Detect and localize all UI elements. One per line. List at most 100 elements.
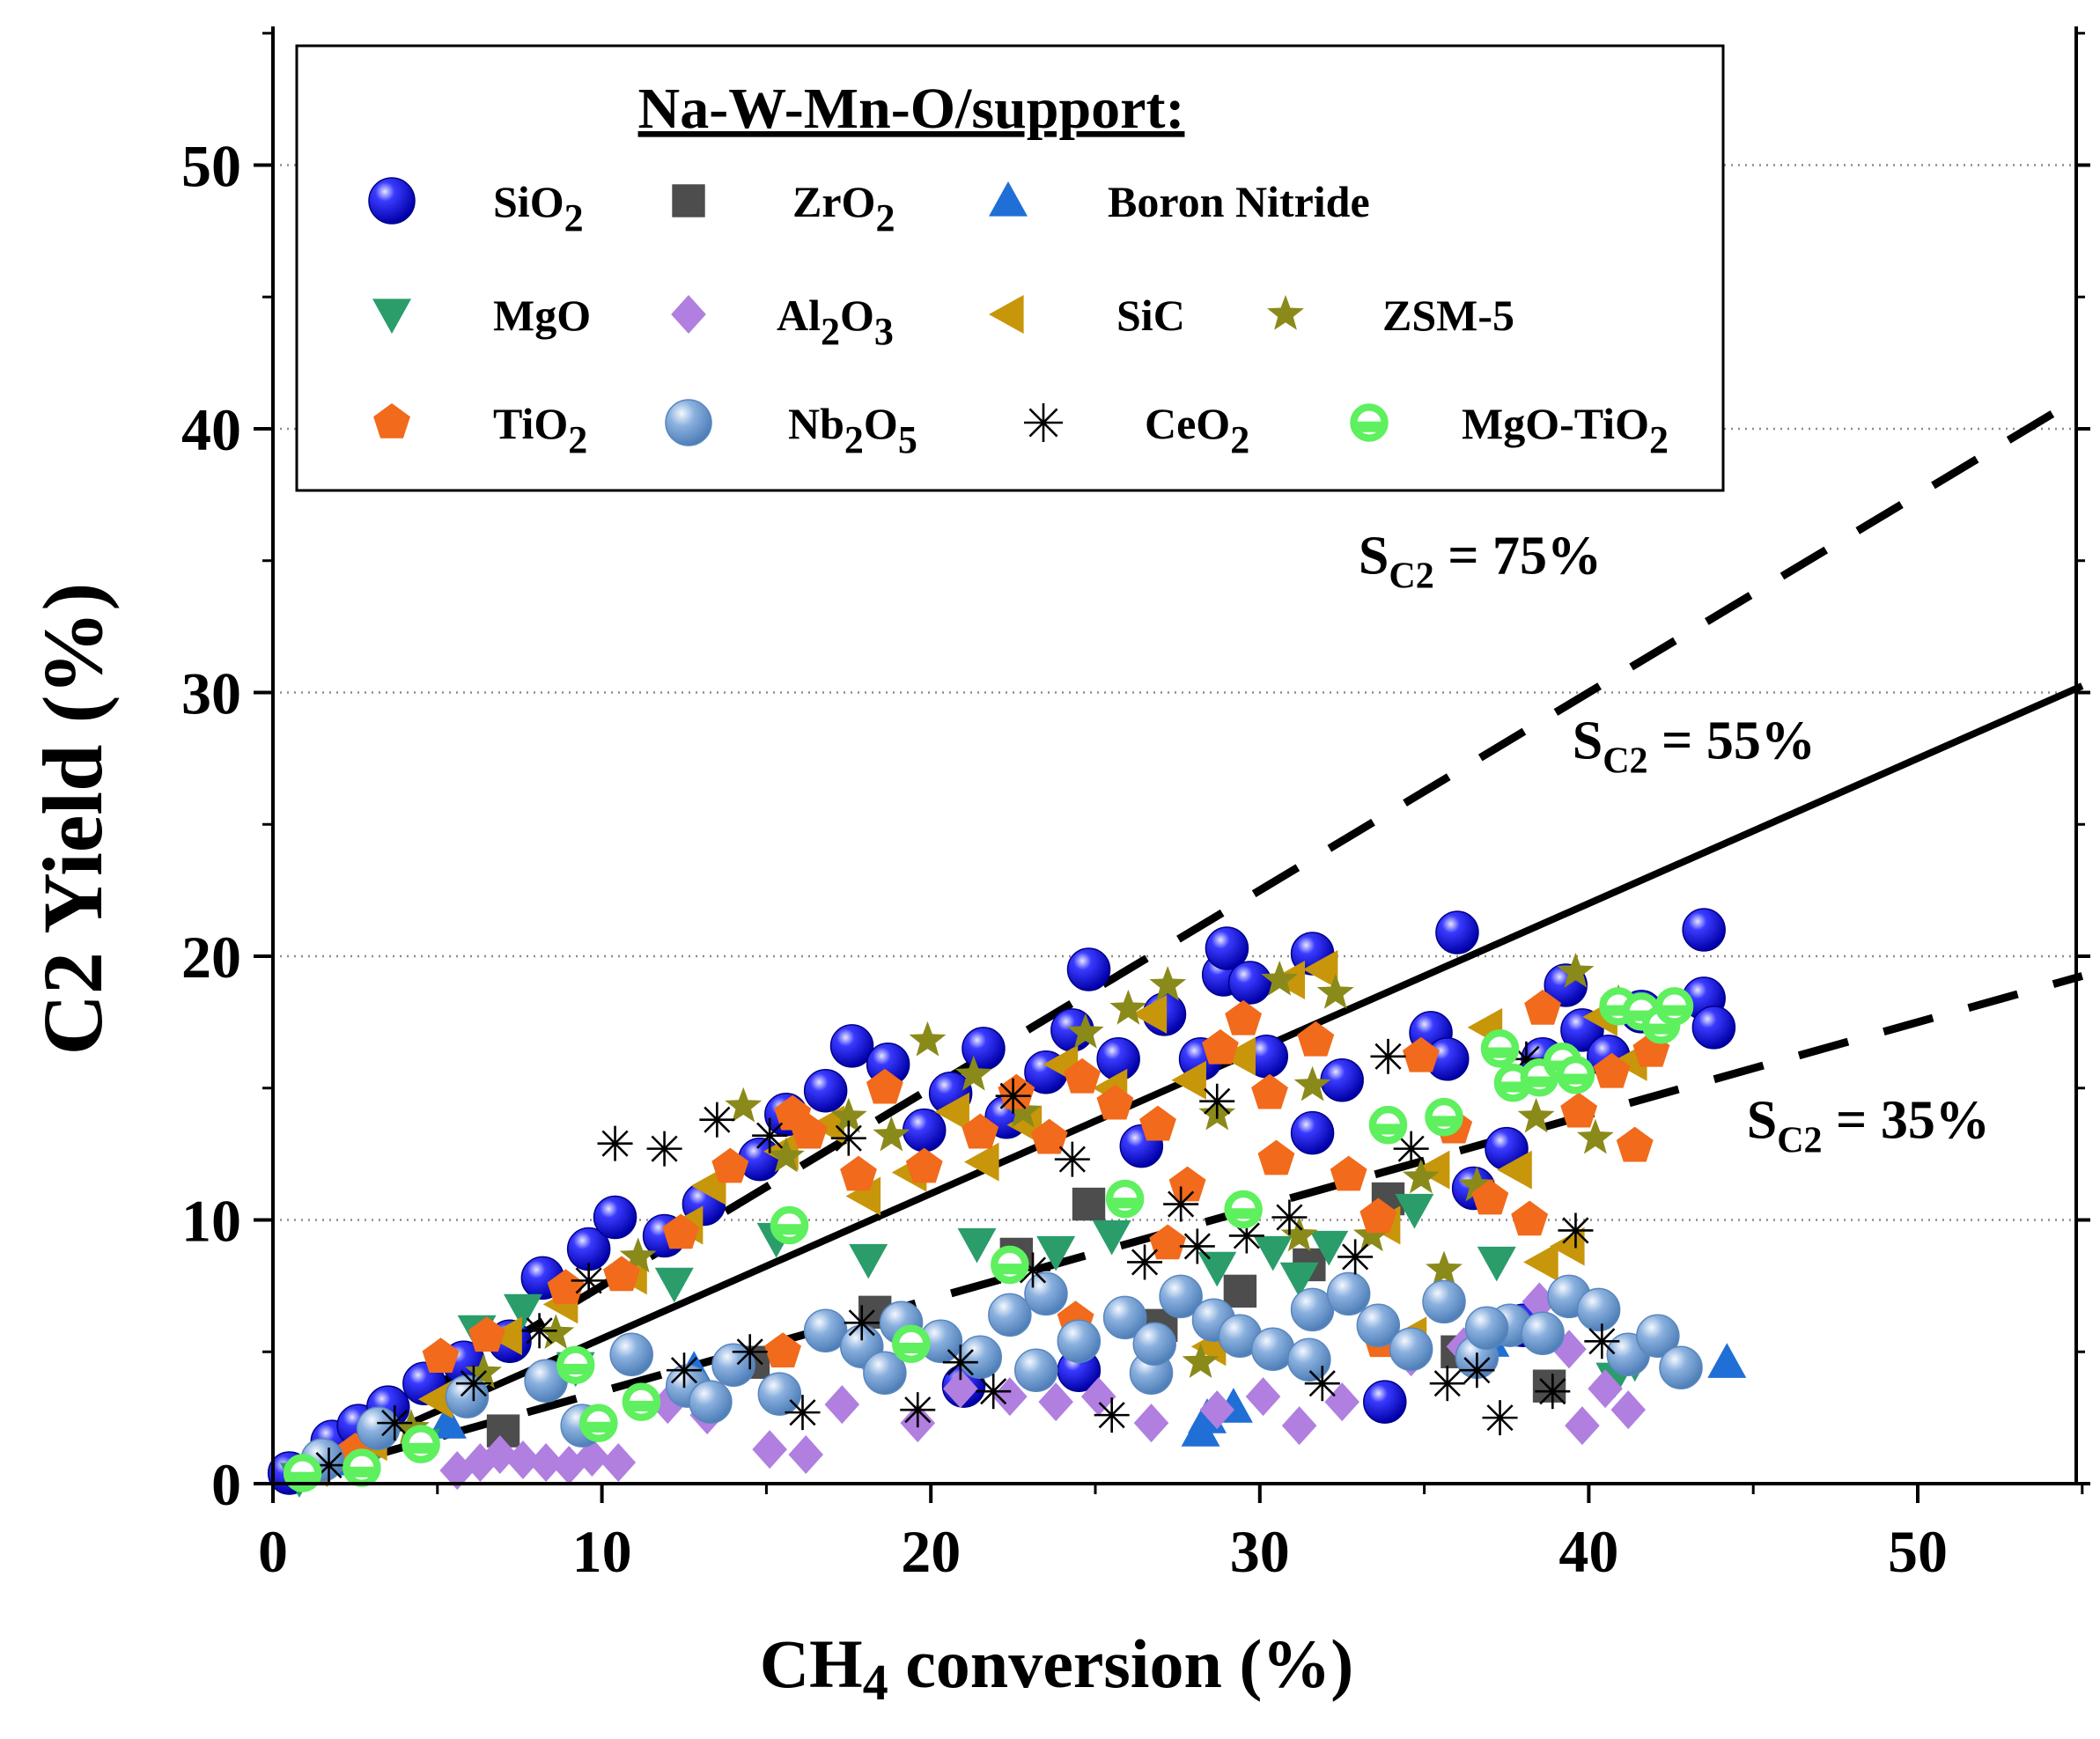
legend-label-sub: 2 bbox=[564, 196, 584, 239]
data-point bbox=[1253, 1235, 1293, 1271]
data-point bbox=[689, 1380, 733, 1424]
x-tick-label: 20 bbox=[901, 1518, 961, 1585]
data-point bbox=[1517, 1097, 1555, 1133]
data-point bbox=[646, 1131, 682, 1167]
legend-label-main: CeO bbox=[1145, 399, 1230, 448]
half-fill bbox=[1497, 1081, 1529, 1093]
data-point bbox=[962, 1027, 1006, 1071]
data-point bbox=[1459, 1352, 1495, 1389]
data-point bbox=[1220, 1036, 1256, 1076]
asterisk-stroke bbox=[1276, 1204, 1303, 1231]
y-tick-label: 10 bbox=[181, 1188, 241, 1255]
data-point bbox=[505, 1441, 541, 1480]
data-point bbox=[1363, 1380, 1407, 1424]
asterisk-stroke bbox=[1131, 1249, 1159, 1276]
reference-line-labels: SC2 = 75%SC2 = 55%SC2 = 35% bbox=[1359, 527, 1990, 1161]
data-point bbox=[1096, 1084, 1134, 1120]
data-point bbox=[1030, 1118, 1068, 1154]
asterisk-stroke bbox=[835, 1124, 862, 1152]
asterisk-stroke bbox=[1058, 1146, 1086, 1173]
data-point bbox=[943, 1369, 978, 1409]
data-point bbox=[1565, 1406, 1600, 1446]
data-point bbox=[1004, 1092, 1042, 1128]
data-point bbox=[528, 1443, 564, 1483]
data-point bbox=[571, 1263, 607, 1299]
x-axis-title: CH4 conversion (%) bbox=[760, 1625, 1354, 1711]
data-point bbox=[343, 1448, 381, 1487]
data-point bbox=[1435, 910, 1479, 954]
x-tick-label: 30 bbox=[1230, 1518, 1290, 1585]
data-point bbox=[1287, 1337, 1331, 1382]
data-point bbox=[1370, 1038, 1406, 1074]
legend: Na-W-Mn-O/support:SiO2 ZrO2 Boron NitrideM… bbox=[295, 44, 1725, 492]
legend-label-sub: 2 bbox=[1649, 418, 1669, 461]
reference-line-35 bbox=[271, 972, 2084, 1488]
data-point bbox=[1359, 1197, 1397, 1234]
data-point bbox=[1560, 1092, 1598, 1128]
data-point bbox=[465, 1353, 503, 1389]
data-point bbox=[603, 1256, 640, 1292]
data-point bbox=[1576, 1287, 1621, 1332]
data-point bbox=[788, 1435, 824, 1475]
data-point bbox=[909, 1021, 947, 1057]
data-point bbox=[1477, 1246, 1516, 1282]
legend-marker bbox=[989, 295, 1024, 334]
legend-label-main: SiC bbox=[1116, 291, 1185, 340]
data-point bbox=[958, 1335, 1002, 1379]
data-point bbox=[1109, 989, 1147, 1025]
data-point bbox=[830, 1120, 866, 1156]
data-point bbox=[1557, 952, 1595, 988]
data-point bbox=[1302, 949, 1338, 989]
data-point bbox=[377, 1405, 413, 1441]
data-point bbox=[699, 1102, 735, 1138]
y-tick-label: 20 bbox=[181, 924, 241, 991]
data-point bbox=[845, 1176, 881, 1216]
data-point bbox=[455, 1366, 491, 1402]
half-fill bbox=[346, 1466, 378, 1477]
data-point bbox=[283, 1454, 322, 1492]
data-point bbox=[1304, 1366, 1340, 1402]
legend-label-sub: 2 bbox=[875, 196, 895, 239]
data-point bbox=[991, 1245, 1029, 1285]
half-fill bbox=[1353, 421, 1385, 432]
data-point bbox=[976, 1374, 1012, 1410]
data-point bbox=[1389, 1327, 1433, 1372]
legend-label: MgO bbox=[493, 291, 591, 340]
legend-item-zro2: ZrO2 bbox=[672, 177, 895, 239]
data-point bbox=[503, 1293, 542, 1330]
x-tick-label: 0 bbox=[258, 1518, 288, 1585]
axes bbox=[271, 26, 2078, 1485]
asterisk-stroke bbox=[1486, 1404, 1514, 1432]
data-point bbox=[803, 1308, 848, 1353]
legend-label: Nb2O5 bbox=[788, 399, 917, 461]
asterisk-stroke bbox=[1433, 1370, 1461, 1397]
data-point bbox=[711, 1147, 749, 1183]
data-point bbox=[667, 1352, 702, 1389]
data-point bbox=[356, 1406, 401, 1450]
data-point bbox=[1636, 1314, 1680, 1359]
data-point bbox=[770, 1205, 809, 1245]
legend-label-main: MgO bbox=[493, 291, 591, 340]
y-tick-label: 0 bbox=[211, 1451, 241, 1518]
data-point bbox=[1352, 1216, 1390, 1252]
data-point bbox=[547, 1269, 585, 1305]
asterisk-stroke bbox=[1539, 1378, 1566, 1405]
data-point bbox=[601, 1443, 637, 1483]
data-point bbox=[551, 1446, 587, 1485]
legend-marker bbox=[372, 298, 411, 334]
data-point bbox=[1426, 1250, 1463, 1286]
half-fill bbox=[287, 1471, 319, 1483]
data-point bbox=[1511, 1200, 1549, 1236]
data-point bbox=[1132, 1322, 1176, 1367]
data-point bbox=[1422, 1279, 1466, 1324]
data-point bbox=[1330, 1155, 1367, 1191]
reference-label-rest: = 35% bbox=[1823, 1091, 1990, 1151]
data-point bbox=[1682, 908, 1726, 952]
data-point bbox=[1202, 1028, 1239, 1065]
half-fill bbox=[1372, 1124, 1404, 1135]
asterisk-stroke bbox=[1463, 1357, 1491, 1384]
data-point bbox=[1395, 1193, 1434, 1229]
data-point bbox=[1251, 1073, 1288, 1109]
data-point bbox=[892, 1324, 931, 1364]
asterisk-stroke bbox=[1588, 1328, 1616, 1355]
